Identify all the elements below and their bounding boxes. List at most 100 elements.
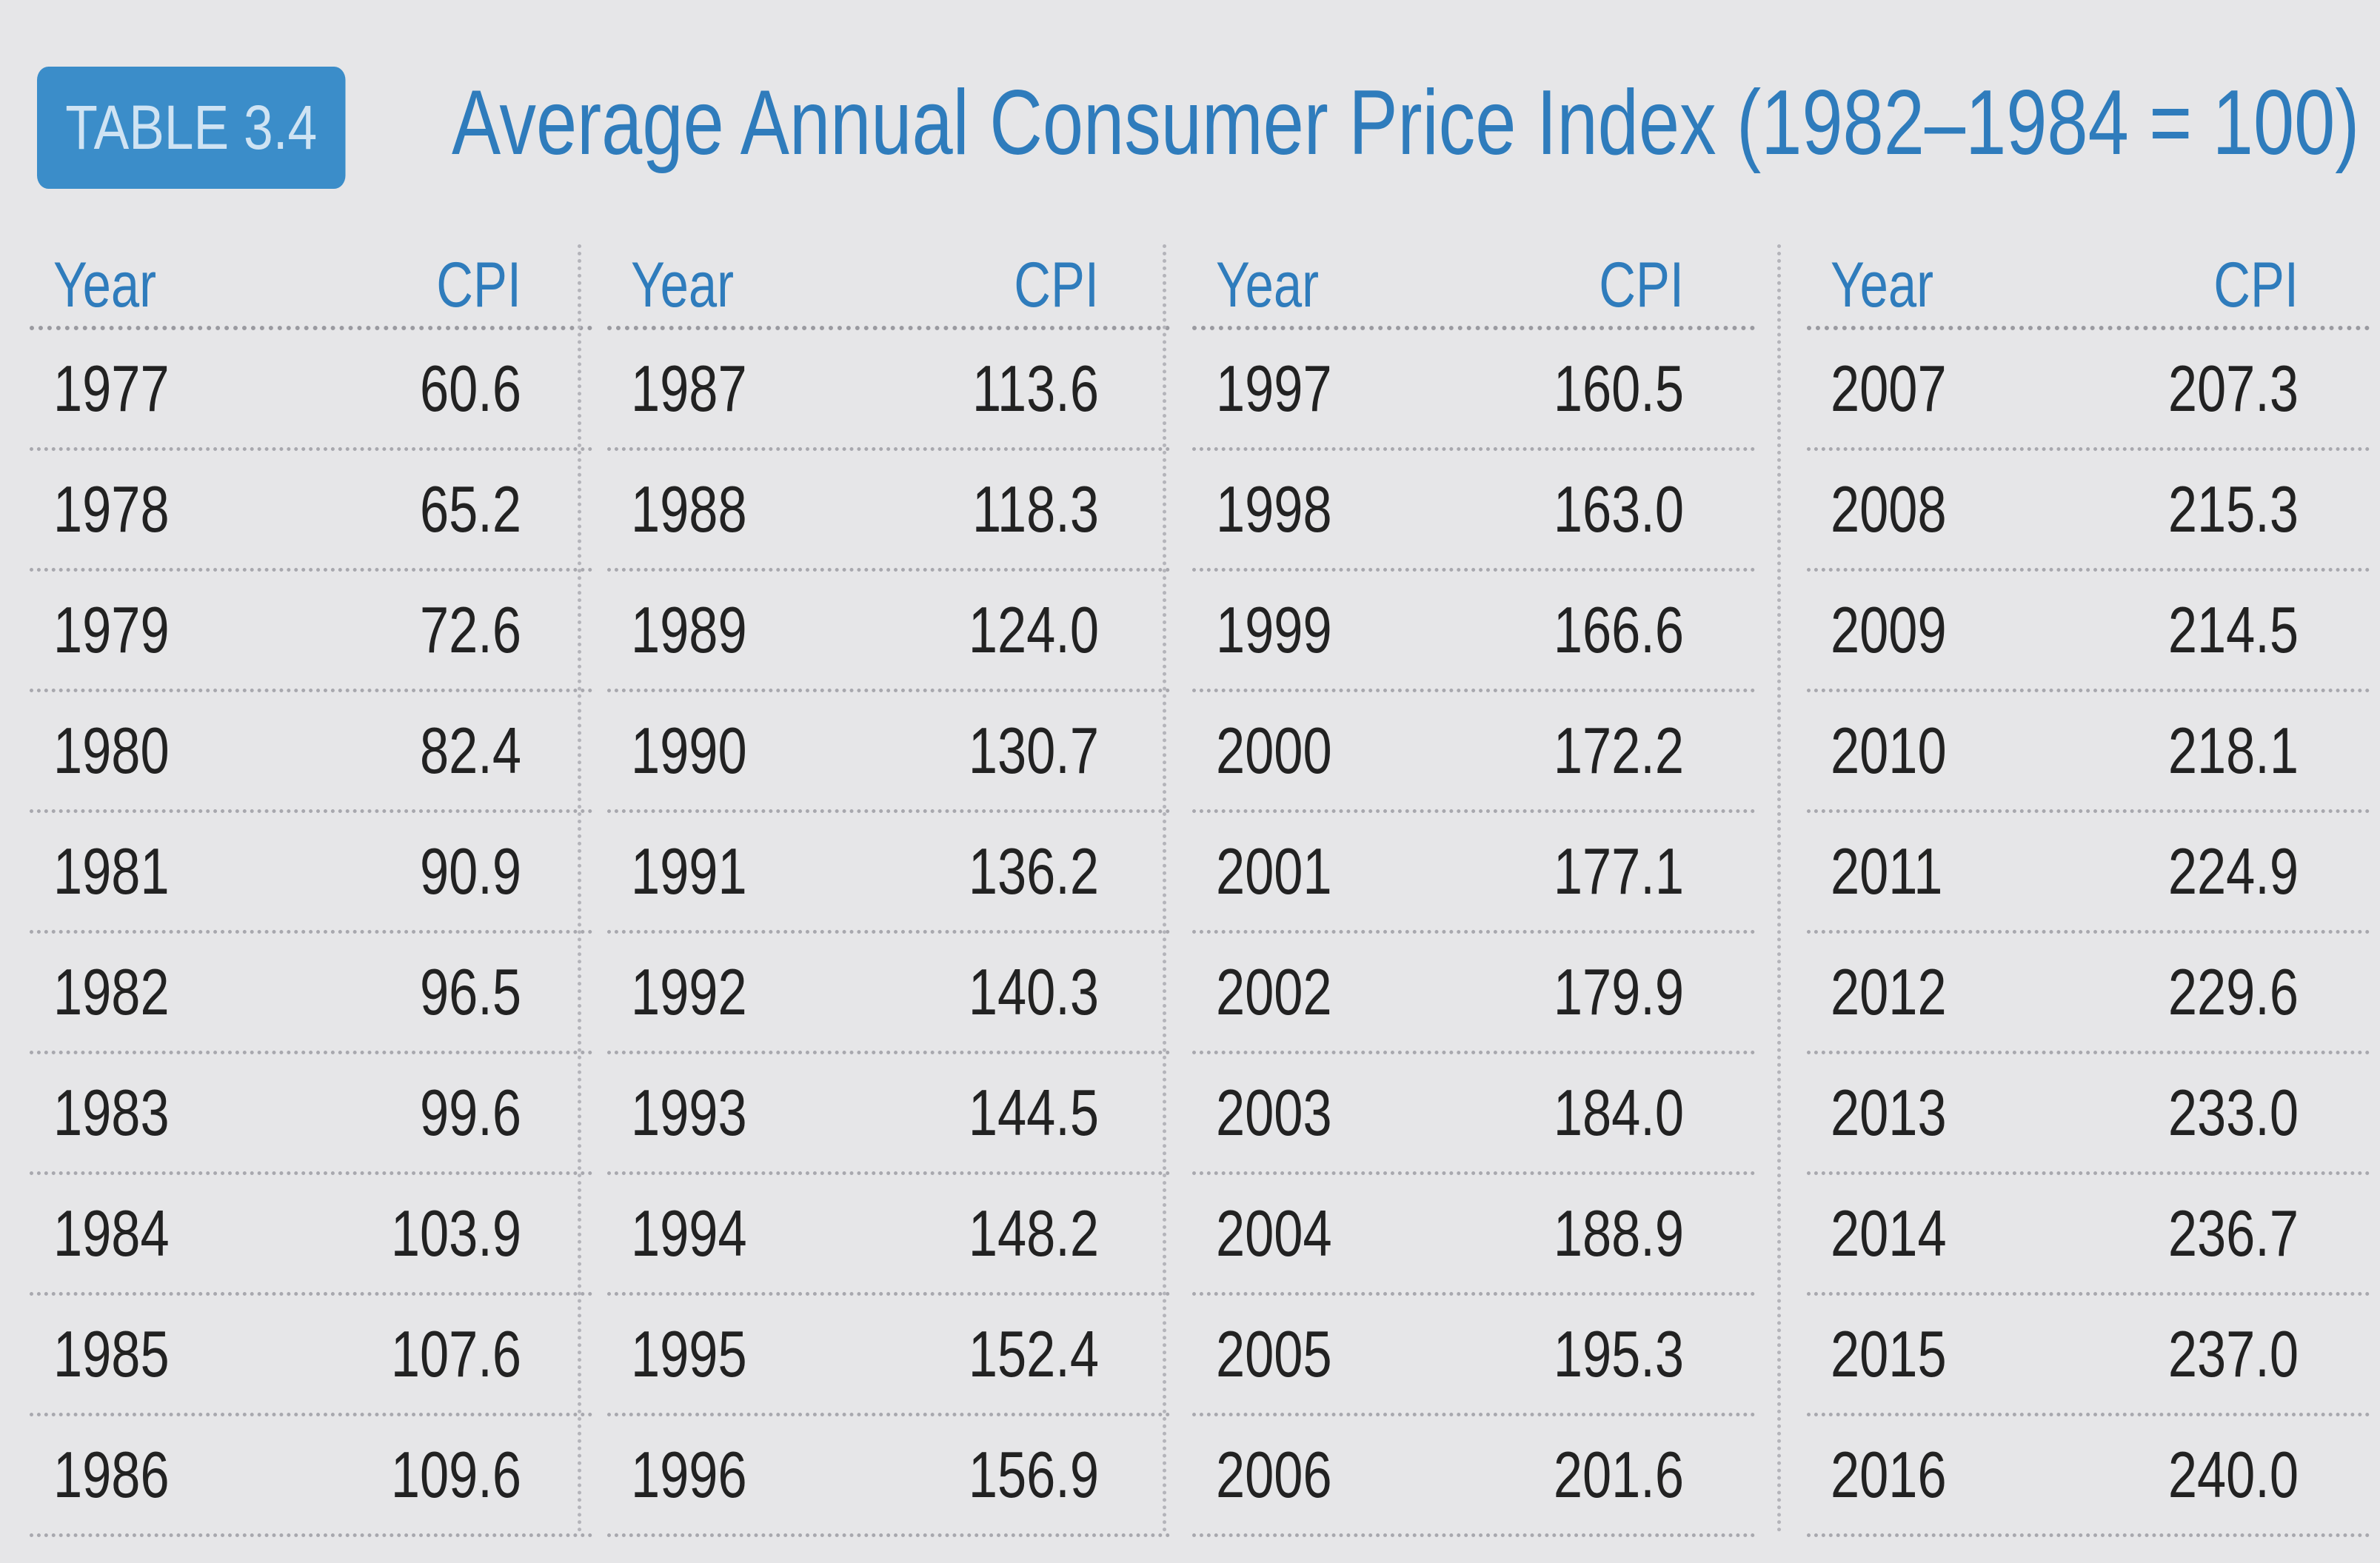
year-cell: 1982 bbox=[53, 955, 170, 1028]
table-row: 1992 140.3 bbox=[607, 934, 1170, 1054]
year-cell: 1989 bbox=[631, 593, 747, 666]
table-row: 1997 160.5 bbox=[1192, 330, 1755, 451]
header-row: Year CPI bbox=[30, 244, 592, 330]
year-cell: 1991 bbox=[631, 834, 747, 908]
cpi-cell: 148.2 bbox=[968, 1196, 1099, 1270]
table-row: 1977 60.6 bbox=[30, 330, 592, 451]
cpi-cell: 166.6 bbox=[1553, 593, 1684, 666]
cpi-cell: 156.9 bbox=[968, 1438, 1099, 1511]
cpi-cell: 224.9 bbox=[2167, 834, 2299, 908]
table-row: 1991 136.2 bbox=[607, 813, 1170, 934]
cpi-cell: 207.3 bbox=[2167, 352, 2299, 425]
cpi-cell: 163.0 bbox=[1553, 472, 1684, 546]
year-cell: 2006 bbox=[1216, 1438, 1332, 1511]
table-row: 2010 218.1 bbox=[1807, 692, 2370, 813]
year-cell: 2000 bbox=[1216, 714, 1332, 787]
table-row: 1999 166.6 bbox=[1192, 572, 1755, 692]
cpi-cell: 236.7 bbox=[2167, 1196, 2299, 1270]
year-cell: 2012 bbox=[1831, 955, 1947, 1028]
header-cpi: CPI bbox=[2213, 249, 2299, 321]
table-row: 2013 233.0 bbox=[1807, 1054, 2370, 1175]
column-divider bbox=[1163, 244, 1166, 1533]
cpi-cell: 215.3 bbox=[2167, 472, 2299, 546]
year-cell: 1998 bbox=[1216, 472, 1332, 546]
cpi-cell: 177.1 bbox=[1553, 834, 1684, 908]
table-row: 2011 224.9 bbox=[1807, 813, 2370, 934]
year-cell: 1994 bbox=[631, 1196, 747, 1270]
header-year: Year bbox=[1216, 249, 1320, 321]
table-row: 2002 179.9 bbox=[1192, 934, 1755, 1054]
header-row: Year CPI bbox=[607, 244, 1170, 330]
year-cell: 2016 bbox=[1831, 1438, 1947, 1511]
cpi-cell: 184.0 bbox=[1553, 1076, 1684, 1149]
cpi-cell: 214.5 bbox=[2167, 593, 2299, 666]
year-cell: 1978 bbox=[53, 472, 170, 546]
year-cell: 2010 bbox=[1831, 714, 1947, 787]
table-row: 1984 103.9 bbox=[30, 1175, 592, 1296]
cpi-cell: 107.6 bbox=[390, 1317, 521, 1390]
table-row: 1979 72.6 bbox=[30, 572, 592, 692]
column-divider bbox=[578, 244, 581, 1533]
table-row: 2006 201.6 bbox=[1192, 1416, 1755, 1537]
cpi-cell: 240.0 bbox=[2167, 1438, 2299, 1511]
year-cell: 2003 bbox=[1216, 1076, 1332, 1149]
cpi-cell: 237.0 bbox=[2167, 1317, 2299, 1390]
cpi-cell: 118.3 bbox=[972, 472, 1099, 546]
cpi-cell: 99.6 bbox=[419, 1076, 521, 1149]
table-row: 2004 188.9 bbox=[1192, 1175, 1755, 1296]
year-cell: 2005 bbox=[1216, 1317, 1332, 1390]
cpi-cell: 140.3 bbox=[968, 955, 1099, 1028]
table-row: 1985 107.6 bbox=[30, 1296, 592, 1416]
table-row: 2000 172.2 bbox=[1192, 692, 1755, 813]
year-cell: 1987 bbox=[631, 352, 747, 425]
table-row: 1983 99.6 bbox=[30, 1054, 592, 1175]
cpi-cell: 72.6 bbox=[419, 593, 521, 666]
year-cell: 1990 bbox=[631, 714, 747, 787]
cpi-cell: 103.9 bbox=[390, 1196, 521, 1270]
year-cell: 1977 bbox=[53, 352, 170, 425]
table-row: 1980 82.4 bbox=[30, 692, 592, 813]
year-cell: 2001 bbox=[1216, 834, 1332, 908]
cpi-cell: 82.4 bbox=[419, 714, 521, 787]
year-cell: 1999 bbox=[1216, 593, 1332, 666]
year-cell: 1985 bbox=[53, 1317, 170, 1390]
cpi-cell: 160.5 bbox=[1553, 352, 1684, 425]
year-cell: 1996 bbox=[631, 1438, 747, 1511]
cpi-cell: 144.5 bbox=[968, 1076, 1099, 1149]
year-cell: 1997 bbox=[1216, 352, 1332, 425]
table-row: 1993 144.5 bbox=[607, 1054, 1170, 1175]
year-cell: 2011 bbox=[1831, 834, 1943, 908]
cpi-cell: 96.5 bbox=[419, 955, 521, 1028]
table-row: 2012 229.6 bbox=[1807, 934, 2370, 1054]
year-cell: 1988 bbox=[631, 472, 747, 546]
cpi-cell: 201.6 bbox=[1553, 1438, 1684, 1511]
table-title: Average Annual Consumer Price Index (198… bbox=[452, 72, 2360, 174]
year-cell: 1981 bbox=[53, 834, 170, 908]
header-year: Year bbox=[1831, 249, 1934, 321]
year-cell: 2008 bbox=[1831, 472, 1947, 546]
year-cell: 1979 bbox=[53, 593, 170, 666]
table-row: 1987 113.6 bbox=[607, 330, 1170, 451]
table-row: 1988 118.3 bbox=[607, 451, 1170, 572]
table-row: 2003 184.0 bbox=[1192, 1054, 1755, 1175]
year-cell: 1992 bbox=[631, 955, 747, 1028]
year-cell: 1995 bbox=[631, 1317, 747, 1390]
year-cell: 1984 bbox=[53, 1196, 170, 1270]
cpi-cell: 188.9 bbox=[1553, 1196, 1684, 1270]
year-cell: 1980 bbox=[53, 714, 170, 787]
year-cell: 1986 bbox=[53, 1438, 170, 1511]
year-cell: 1983 bbox=[53, 1076, 170, 1149]
header-year: Year bbox=[631, 249, 735, 321]
cpi-cell: 130.7 bbox=[968, 714, 1099, 787]
table-row: 1990 130.7 bbox=[607, 692, 1170, 813]
cpi-cell: 90.9 bbox=[419, 834, 521, 908]
table-row: 2016 240.0 bbox=[1807, 1416, 2370, 1537]
year-cell: 2002 bbox=[1216, 955, 1332, 1028]
cpi-cell: 229.6 bbox=[2167, 955, 2299, 1028]
cpi-cell: 152.4 bbox=[968, 1317, 1099, 1390]
table-column-group: Year CPI 1997 160.5 1998 163.0 1999 166.6 2000 17… bbox=[1192, 244, 1755, 1537]
cpi-cell: 65.2 bbox=[419, 472, 521, 546]
header-row: Year CPI bbox=[1807, 244, 2370, 330]
cpi-cell: 124.0 bbox=[968, 593, 1099, 666]
table-row: 1995 152.4 bbox=[607, 1296, 1170, 1416]
